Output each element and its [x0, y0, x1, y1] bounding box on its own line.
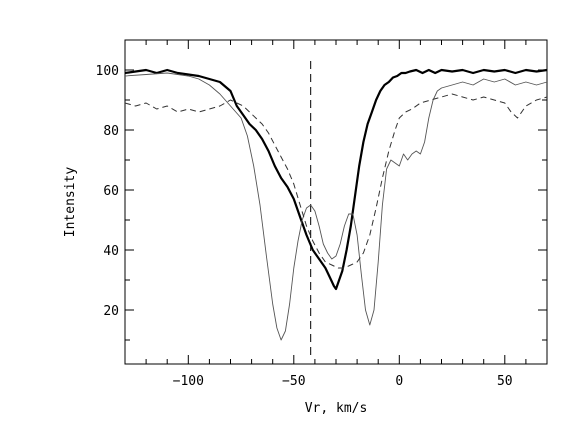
- y-axis-label: Intensity: [63, 167, 78, 238]
- y-tick-label: 20: [103, 304, 119, 319]
- x-axis-label: Vr, km/s: [305, 401, 368, 416]
- series-line-2-thin-solid: [124, 72, 548, 341]
- y-tick-label: 40: [103, 244, 119, 259]
- x-tick-label: −50: [282, 374, 305, 389]
- y-tick-label: 80: [103, 124, 119, 139]
- plot-frame: [124, 39, 548, 365]
- data-series: [124, 68, 548, 341]
- x-tick-label: −100: [173, 374, 204, 389]
- axis-ticks: [125, 40, 547, 364]
- x-tick-label: 0: [395, 374, 403, 389]
- x-tick-label: 50: [497, 374, 513, 389]
- y-tick-label: 100: [96, 64, 119, 79]
- series-line-1-thick-solid: [124, 68, 548, 291]
- series-line-3-dashed: [124, 93, 548, 269]
- y-tick-label: 60: [103, 184, 119, 199]
- axis-tick-labels: −100 −50 0 50 20 40 60 80 100: [96, 64, 513, 389]
